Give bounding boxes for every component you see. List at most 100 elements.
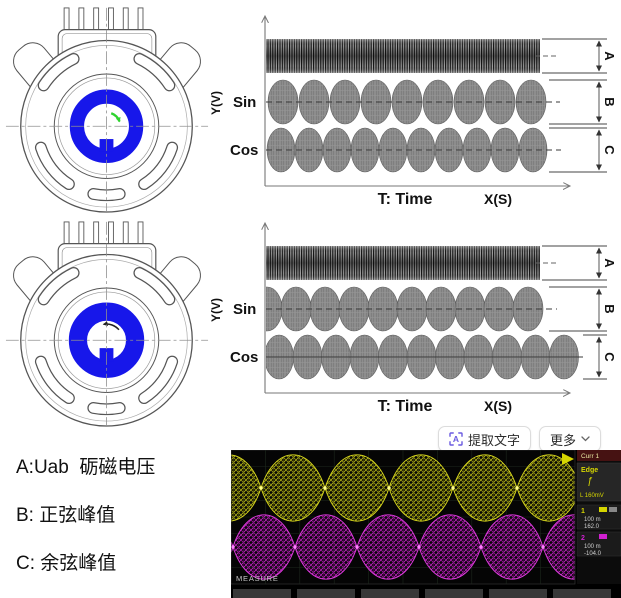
dimension-a <box>542 245 607 281</box>
icon-letter: A <box>453 434 459 444</box>
rising-edge-icon: ƒ <box>587 476 593 487</box>
cosine-envelope-lobe <box>542 514 575 580</box>
wave-lobe <box>518 127 548 173</box>
axes <box>265 17 569 186</box>
extract-text-label: 提取文字 <box>468 432 521 448</box>
cosine-envelope-node <box>355 545 359 549</box>
body-arc-slots <box>34 266 179 416</box>
measure-label: MEASURE <box>236 574 279 583</box>
cosine-envelope-node <box>293 545 297 549</box>
cosine-envelope-node <box>231 545 235 549</box>
dim-b-letter: B <box>602 304 617 313</box>
measure-slot <box>297 589 355 598</box>
measure-slot <box>233 589 291 598</box>
legend-line-a: A:Uab 砺磁电压 <box>16 457 156 478</box>
channel-1-id: 1 <box>581 508 585 515</box>
oscilloscope-screenshot: MEASURE Curr 1 Edge ƒ L 160mV 1 100 m 16… <box>231 450 621 598</box>
body-arc-slots <box>34 52 179 202</box>
channel-1-value: 162.0 <box>584 524 600 530</box>
measure-slot <box>361 589 419 598</box>
measure-slot <box>425 589 483 598</box>
channel-2-icon <box>599 534 607 539</box>
dim-b-letter: B <box>602 97 617 106</box>
dimension-c <box>549 127 607 173</box>
sensor-diagram-2 <box>5 221 209 427</box>
wave-lobe <box>350 127 380 173</box>
trigger-status-bar <box>577 450 621 461</box>
trigger-type: Edge <box>581 467 598 474</box>
y-axis-label: Y(V) <box>209 91 223 115</box>
signal-chart-1: Y(V) Sin Cos A B C T: Time X(S) <box>209 3 617 208</box>
measure-slots-row <box>233 589 611 598</box>
measure-slot <box>489 589 547 598</box>
more-label: 更多 <box>550 432 577 448</box>
sine-envelope-node <box>259 486 263 490</box>
dim-c-letter: C <box>602 352 617 362</box>
legend-line-b: B: 正弦峰值 <box>16 505 116 526</box>
axes <box>265 224 569 393</box>
trigger-menu-box <box>576 462 621 502</box>
text-scan-icon: A <box>449 432 463 446</box>
channel-2-id: 2 <box>581 535 585 542</box>
channel-1-icon2 <box>609 507 617 512</box>
dimension-b <box>549 79 607 125</box>
extract-text-button[interactable]: A 提取文字 <box>438 426 532 452</box>
more-button[interactable]: 更多 <box>539 426 602 452</box>
cos-label: Cos <box>230 349 258 366</box>
wave-lobe <box>309 286 341 332</box>
wave-rows <box>266 286 583 380</box>
trigger-level: L 160mV <box>580 493 604 499</box>
x-axis-label: T: Time <box>378 191 433 208</box>
measure-slot <box>553 589 611 598</box>
dimension-b <box>549 286 607 332</box>
wave-rows <box>266 79 561 173</box>
sine-envelope-node <box>323 486 327 490</box>
dim-c-letter: C <box>602 145 617 155</box>
image-toolbar: A 提取文字 更多 <box>438 426 602 452</box>
sine-envelope-node <box>451 486 455 490</box>
trigger-position-marker <box>562 453 574 465</box>
wave-lobe <box>490 127 520 173</box>
wave-lobe <box>367 286 399 332</box>
excitation-band <box>266 246 557 280</box>
scope-waveforms <box>231 454 575 580</box>
sine-envelope-node <box>515 486 519 490</box>
sin-label: Sin <box>233 94 256 111</box>
excitation-band <box>266 39 557 73</box>
cosine-envelope-node <box>417 545 421 549</box>
cosine-envelope-node <box>541 545 545 549</box>
trigger-status-text: Curr 1 <box>581 453 599 460</box>
dim-a-letter: A <box>602 51 617 61</box>
rotation-indicator-arc <box>110 112 121 123</box>
wave-lobe <box>298 79 330 125</box>
x-axis-unit: X(S) <box>484 398 512 414</box>
dimension-a <box>542 38 607 74</box>
legend-line-c: C: 余弦峰值 <box>16 553 117 574</box>
channel-2-value: -104.0 <box>584 551 602 557</box>
y-axis-label: Y(V) <box>209 298 223 322</box>
dim-a-letter: A <box>602 258 617 268</box>
cosine-envelope-node <box>479 545 483 549</box>
scope-sidebar: Curr 1 Edge ƒ L 160mV 1 100 m 162.0 2 10… <box>576 450 621 584</box>
channel-1-icon <box>599 507 607 512</box>
sine-envelope-lobe <box>516 454 575 522</box>
wave-lobe <box>378 127 408 173</box>
sin-label: Sin <box>233 301 256 318</box>
sine-envelope-node <box>387 486 391 490</box>
centerlines <box>5 221 209 427</box>
sensor-diagram-1 <box>5 7 209 213</box>
chevron-down-icon <box>581 436 590 442</box>
centerlines <box>5 7 209 213</box>
signal-chart-2: Y(V) Sin Cos A B C T: Time X(S) <box>209 210 617 415</box>
wave-lobe <box>267 79 299 125</box>
wave-lobe <box>338 286 370 332</box>
channel-1-scale: 100 m <box>584 517 601 523</box>
x-axis-label: T: Time <box>378 398 433 415</box>
channel-2-scale: 100 m <box>584 544 601 550</box>
rotation-indicator-arc <box>102 321 120 331</box>
x-axis-unit: X(S) <box>484 191 512 207</box>
dimension-c <box>583 334 607 380</box>
wave-lobe <box>329 79 361 125</box>
cos-label: Cos <box>230 142 258 159</box>
